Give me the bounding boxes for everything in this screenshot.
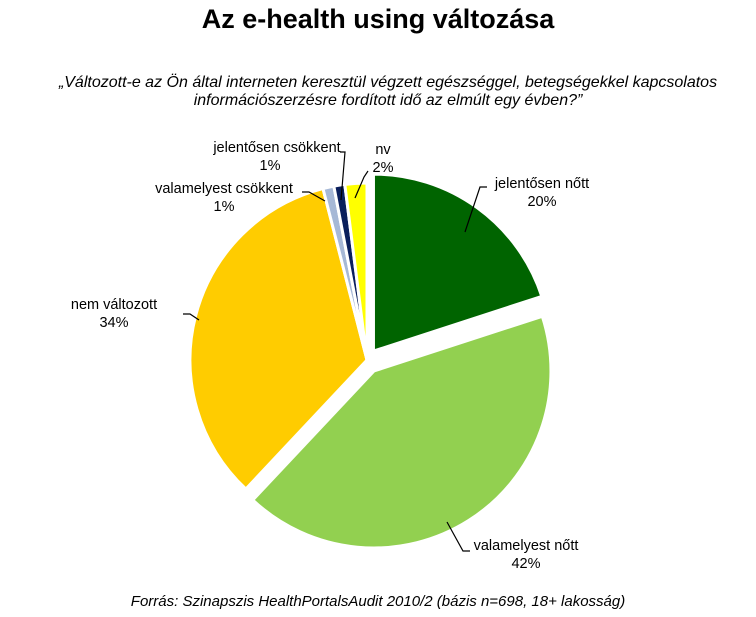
value-nem-valtozott: 34% — [99, 315, 128, 331]
slice-valamelyest-nott — [250, 314, 553, 550]
leader-nem-valtozott — [183, 313, 200, 321]
slice-nv — [343, 181, 369, 361]
value-jelentosen-nott: 20% — [527, 194, 556, 210]
value-nv: 2% — [373, 160, 394, 176]
leader-valamelyest-csokkent — [302, 191, 326, 202]
label-jelentosen-nott: jelentősen nőtt — [494, 176, 589, 192]
chart-subtitle: „Változott-e az Ön által interneten kere… — [30, 74, 746, 110]
value-jelentosen-csokkent: 1% — [260, 158, 281, 174]
leader-nv — [354, 170, 369, 199]
slice-nem-valtozott — [188, 186, 369, 492]
value-valamelyest-csokkent: 1% — [214, 199, 235, 215]
leader-jelentosen-nott — [464, 186, 487, 233]
source-note: Forrás: Szinapszis HealthPortalsAudit 20… — [130, 593, 626, 610]
leader-valamelyest-nott — [446, 521, 470, 552]
value-valamelyest-nott: 42% — [511, 556, 540, 572]
leader-lines — [183, 151, 487, 552]
label-nem-valtozott: nem változott — [71, 297, 157, 313]
subtitle-line-2: információszerzésre fordított idő az elm… — [193, 92, 583, 109]
subtitle-line-1: „Változott-e az Ön által interneten kere… — [58, 74, 718, 91]
pie-slices — [188, 172, 553, 550]
label-nv: nv — [375, 142, 391, 158]
leader-jelentosen-csokkent — [340, 151, 346, 201]
label-jelentosen-csokkent: jelentősen csökkent — [212, 140, 340, 156]
slice-labels: jelentősen nőtt 20% valamelyest nőtt 42% nem… — [71, 140, 589, 572]
label-valamelyest-nott: valamelyest nőtt — [474, 538, 579, 554]
chart-title: Az e-health using változása — [201, 4, 555, 34]
label-valamelyest-csokkent: valamelyest csökkent — [155, 181, 293, 197]
slice-jelentosen-nott — [371, 172, 544, 354]
